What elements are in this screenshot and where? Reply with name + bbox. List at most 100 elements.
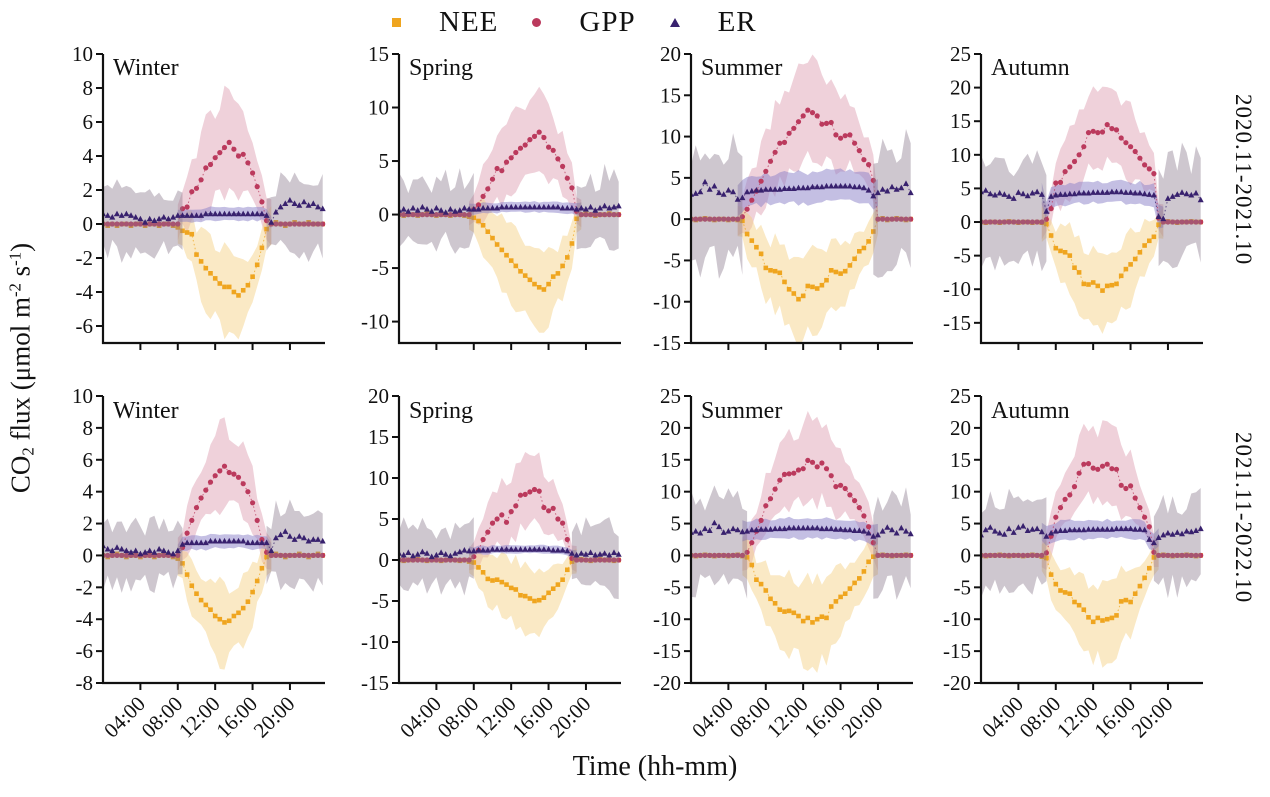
panel-title-summer-y2: Summer bbox=[701, 398, 783, 424]
er-marker bbox=[1048, 529, 1055, 536]
gpp-marker bbox=[611, 212, 617, 218]
er-marker bbox=[1136, 526, 1143, 532]
gpp-marker bbox=[1034, 219, 1040, 225]
gpp-marker bbox=[1118, 482, 1124, 488]
panel-plot-area-autumn-r0 bbox=[981, 86, 1204, 334]
gpp-marker bbox=[494, 165, 500, 172]
er-marker bbox=[716, 189, 722, 196]
nee-marker bbox=[749, 562, 755, 568]
er-marker bbox=[1090, 189, 1097, 195]
gpp-marker bbox=[1104, 461, 1110, 467]
x-axis-title: Time (hh-mm) bbox=[572, 751, 738, 782]
x-tick-label: 08:00 bbox=[1015, 692, 1066, 743]
gpp-marker bbox=[616, 557, 622, 563]
er-marker bbox=[996, 189, 1003, 196]
er-marker bbox=[1169, 193, 1176, 199]
gpp-marker bbox=[1109, 466, 1115, 472]
nee-marker bbox=[194, 252, 199, 257]
gpp-marker bbox=[1132, 495, 1138, 501]
er-marker bbox=[263, 212, 270, 218]
er-marker bbox=[982, 526, 989, 533]
gpp-marker bbox=[1151, 171, 1157, 177]
legend-label-gpp: GPP bbox=[579, 5, 636, 38]
nee-marker bbox=[852, 256, 857, 262]
gpp-marker bbox=[189, 189, 195, 195]
gpp-marker bbox=[531, 133, 538, 139]
er-marker bbox=[987, 524, 994, 530]
gpp-marker bbox=[616, 212, 622, 218]
nee-marker bbox=[217, 281, 223, 286]
er-marker bbox=[132, 547, 139, 554]
y-tick-label: -15 bbox=[943, 311, 971, 335]
panel-plot-area-winter-r0 bbox=[103, 85, 326, 340]
er-marker bbox=[697, 188, 704, 195]
gpp-marker bbox=[424, 212, 430, 218]
nee-marker bbox=[555, 271, 561, 276]
er-marker bbox=[592, 207, 599, 213]
y-tick-label: 10 bbox=[660, 125, 681, 149]
nee-marker bbox=[231, 289, 237, 295]
nee-marker bbox=[555, 582, 561, 587]
gpp-marker bbox=[485, 186, 491, 192]
nee-marker bbox=[1109, 615, 1115, 621]
er-marker bbox=[697, 529, 704, 536]
nee-marker bbox=[574, 216, 579, 222]
er-night-band bbox=[873, 487, 911, 600]
gpp-marker bbox=[781, 471, 788, 477]
er-marker bbox=[517, 546, 524, 552]
nee-marker bbox=[226, 284, 232, 290]
gpp-marker bbox=[189, 517, 195, 524]
gpp-marker bbox=[1123, 140, 1129, 146]
er-marker bbox=[893, 529, 900, 536]
y-tick-label: -5 bbox=[372, 589, 390, 613]
er-marker bbox=[114, 544, 120, 550]
x-tick-label: 04:00 bbox=[977, 692, 1028, 743]
er-marker bbox=[1108, 188, 1115, 195]
er-marker bbox=[424, 206, 430, 212]
er-marker bbox=[870, 533, 877, 539]
gpp-marker bbox=[494, 516, 500, 522]
er-marker bbox=[104, 212, 111, 218]
er-marker bbox=[305, 537, 312, 544]
gpp-marker bbox=[866, 524, 872, 530]
er-marker bbox=[160, 547, 167, 554]
nee-marker bbox=[763, 265, 769, 271]
gpp-marker bbox=[786, 130, 792, 136]
gpp-marker bbox=[410, 212, 416, 218]
er-marker bbox=[277, 203, 284, 210]
gpp-marker bbox=[517, 145, 524, 151]
y-tick-label: -4 bbox=[76, 280, 94, 304]
er-marker bbox=[498, 203, 505, 210]
gpp-marker bbox=[739, 214, 746, 220]
nee-marker bbox=[494, 242, 500, 247]
x-tick-label: 12:00 bbox=[174, 692, 225, 743]
er-marker bbox=[846, 526, 853, 533]
gpp-marker bbox=[828, 473, 834, 479]
nee-marker bbox=[490, 578, 495, 583]
gpp-marker bbox=[814, 464, 820, 470]
nee-marker bbox=[791, 610, 797, 616]
gpp-marker bbox=[1039, 552, 1045, 559]
er-marker bbox=[889, 526, 895, 533]
gpp-marker bbox=[207, 479, 214, 485]
nee-marker bbox=[541, 287, 547, 292]
gpp-marker bbox=[1081, 144, 1087, 150]
nee-marker bbox=[833, 269, 839, 275]
er-marker bbox=[1108, 526, 1115, 532]
gpp-marker bbox=[1109, 126, 1115, 132]
nee-marker bbox=[1142, 575, 1147, 581]
nee-marker bbox=[264, 554, 269, 560]
er-marker bbox=[1001, 531, 1008, 537]
gpp-marker bbox=[466, 557, 472, 563]
nee-marker bbox=[1100, 288, 1105, 293]
er-marker bbox=[494, 204, 501, 211]
er-marker bbox=[123, 547, 130, 554]
nee-marker bbox=[763, 588, 769, 593]
gpp-marker bbox=[758, 178, 764, 184]
gpp-marker bbox=[597, 212, 603, 218]
gpp-marker bbox=[735, 216, 741, 222]
nee-marker bbox=[1048, 572, 1054, 577]
x-tick-label: 16:00 bbox=[211, 692, 262, 743]
er-marker bbox=[884, 187, 891, 194]
er-marker bbox=[879, 528, 886, 534]
